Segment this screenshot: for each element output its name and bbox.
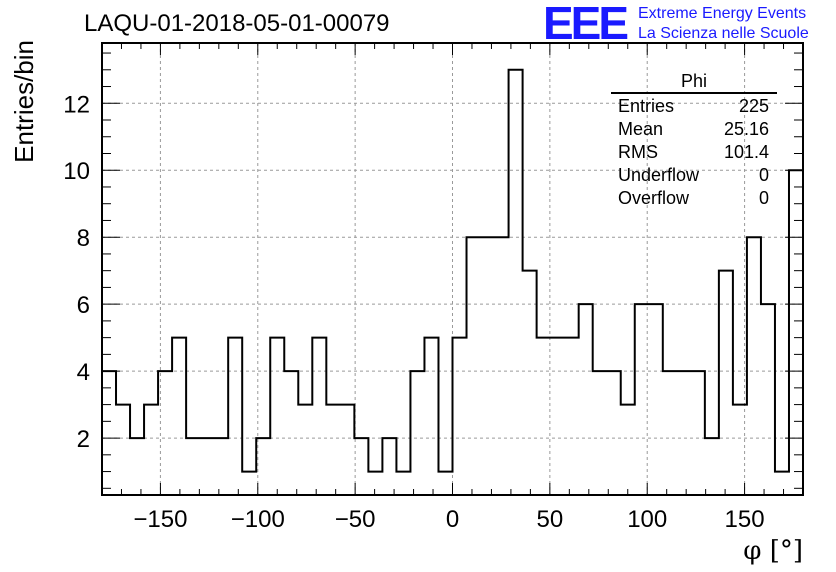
stats-label: Entries [618,96,675,116]
x-tick-label: 150 [725,506,765,533]
x-tick-label: 100 [627,506,667,533]
stats-row-underflow: Underflow 0 [611,164,777,187]
stats-label: Underflow [618,165,700,185]
y-tick-label: 12 [63,91,90,118]
stats-row-rms: RMS 101.4 [611,141,777,164]
x-tick-label: 50 [537,506,564,533]
y-tick-label: 10 [63,158,90,185]
eee-logo-line2: La Scienza nelle Scuole [638,25,809,42]
stats-row-entries: Entries 225 [611,95,777,118]
stats-label: Mean [618,119,664,139]
y-axis-label: Entries/bin [9,40,39,163]
stats-row-mean: Mean 25.16 [611,118,777,141]
stats-label: RMS [618,142,658,162]
eee-logo-mark: EEE [543,0,629,49]
stats-value: 0 [758,188,769,208]
stats-value: 25.16 [723,119,769,139]
stats-box: Phi Entries 225 Mean 25.16 RMS 101.4 Und… [611,70,777,210]
y-tick-label: 4 [77,359,90,386]
stats-value: 0 [758,165,769,185]
y-tick-label: 6 [77,292,90,319]
stats-label: Overflow [618,188,690,208]
stats-value: 225 [738,96,769,116]
x-tick-label: 0 [446,506,459,533]
x-tick-label: −100 [231,506,285,533]
x-axis-label: φ [°] [743,536,803,566]
x-tick-label: −50 [335,506,376,533]
stats-row-overflow: Overflow 0 [611,187,777,210]
chart-title: LAQU-01-2018-05-01-00079 [84,10,390,37]
histogram-line [102,68,804,473]
stats-box-title: Phi [611,70,777,94]
y-tick-label: 2 [77,426,90,453]
x-tick-label: −150 [133,506,187,533]
y-tick-label: 8 [77,225,90,252]
stats-value: 101.4 [723,142,769,162]
eee-logo-line1: Extreme Energy Events [638,5,807,22]
